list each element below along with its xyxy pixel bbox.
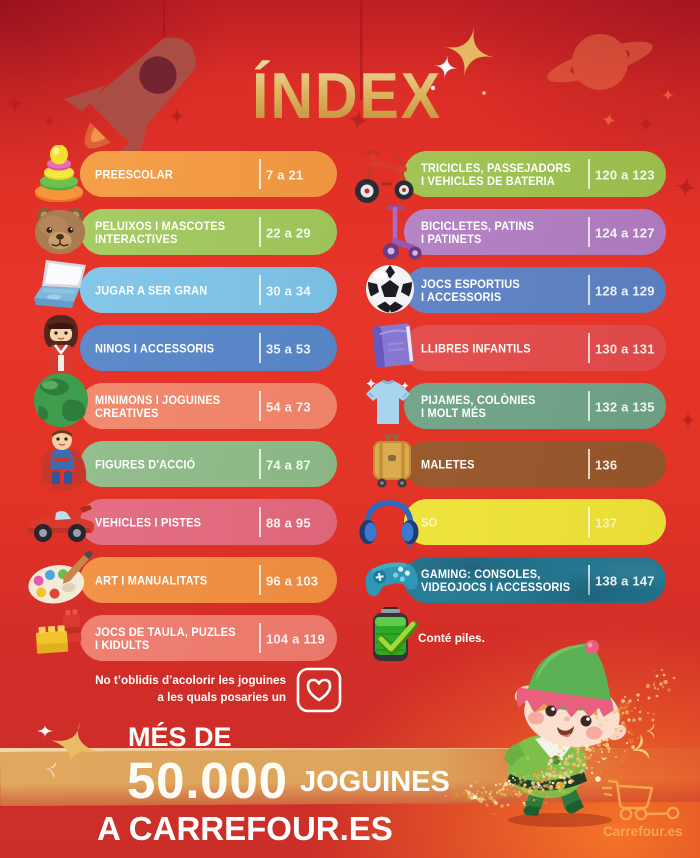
- svg-text:Carrefour.es: Carrefour.es: [603, 824, 683, 839]
